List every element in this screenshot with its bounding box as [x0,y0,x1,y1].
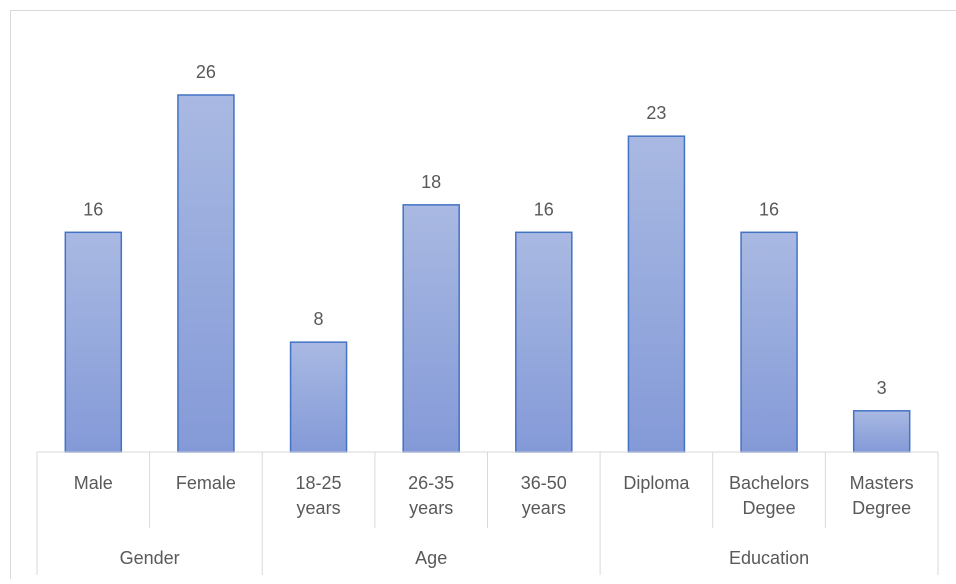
category-label-3: 26-35 years [408,473,454,518]
value-labels-layer: 16 26 8 18 16 23 16 3 [83,62,886,398]
group-label-2: Education [729,548,809,568]
group-label-0: Gender [120,548,180,568]
data-label-2: 8 [314,309,324,329]
bar-6 [740,231,798,453]
category-axis: Male Female 18-25 years 26-35 years 36-50 years… [36,451,939,575]
category-label-2: 18-25 years [296,473,342,518]
bar-5 [627,135,686,453]
data-label-0: 16 [83,199,103,219]
chart-frame-top [10,10,956,11]
bar-1 [177,94,235,453]
category-label-4: 36-50 years [521,473,567,518]
bars-layer [64,94,911,453]
category-label-5: Diploma [623,473,690,493]
data-label-7: 3 [877,378,887,398]
bar-2 [289,341,348,453]
data-label-1: 26 [196,62,216,82]
chart-frame-left [10,10,11,579]
data-label-6: 16 [759,199,779,219]
category-label-7: Masters Degree [850,473,914,518]
data-label-5: 23 [646,103,666,123]
category-label-1: Female [176,473,236,493]
bar-0 [64,231,123,453]
category-label-6: Bachelors Degee [729,473,809,518]
bar-4 [515,231,573,453]
category-label-0: Male [74,473,113,493]
bar-3 [402,204,460,453]
bar-7 [852,410,911,453]
data-label-4: 16 [534,199,554,219]
data-label-3: 18 [421,172,441,192]
group-label-1: Age [415,548,447,568]
